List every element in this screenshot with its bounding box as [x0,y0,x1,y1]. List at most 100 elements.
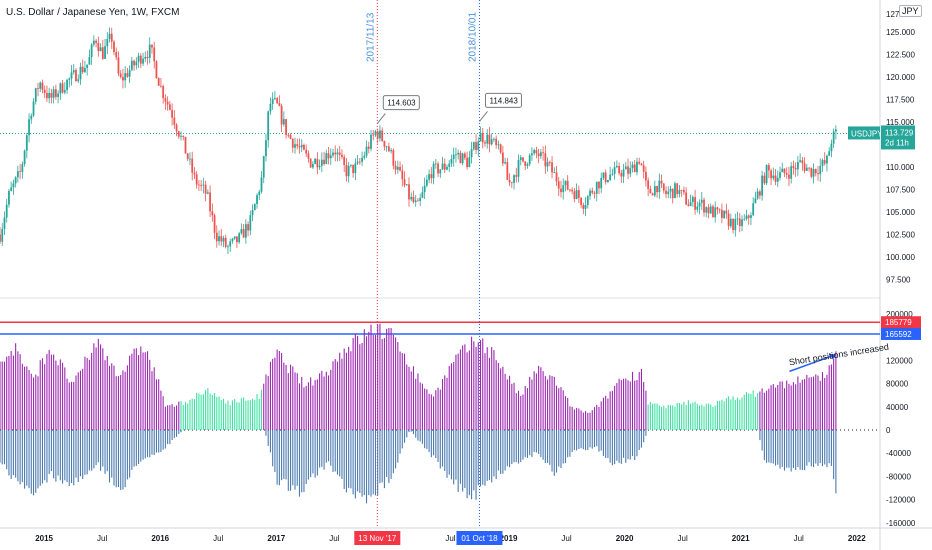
candle-body [8,190,10,205]
candle-body [586,196,589,206]
candle-body [247,224,249,231]
candle-body [484,142,486,144]
candle-body [135,61,138,66]
candle-body [244,224,247,238]
candle-body [452,154,455,160]
candle-body [627,166,629,174]
candle-body [665,190,667,195]
candle-body [823,160,826,164]
candle-body [387,146,390,152]
candle-body [421,192,424,198]
candle-body [300,144,303,148]
candle-body [817,173,819,175]
candle-body [437,163,439,174]
candle-body [727,213,730,227]
candle-body [598,181,600,189]
candle-body [392,150,395,166]
candle-body [510,182,513,184]
candle-body [761,175,764,196]
candle-body [747,215,750,218]
candle-body [211,211,214,216]
candle-body [544,153,547,167]
candle-body [79,66,82,80]
highlight-date-bg [456,531,503,545]
candle-body [363,155,366,158]
price-tick-label: 122.500 [886,51,915,60]
candle-body [381,130,384,141]
candle-body [372,134,375,136]
candle-body [206,192,209,194]
candle-body [551,162,553,173]
price-tick-label: 97.500 [886,276,911,285]
candle-body [517,159,520,177]
candle-body [750,215,752,218]
time-tick-label: 2015 [35,534,53,543]
candle-body [1,228,4,242]
time-tick-label: Jul [329,534,339,543]
candle-body [289,135,292,139]
candle-body [21,164,24,172]
candle-body [338,152,341,155]
currency-badge[interactable]: JPY [899,5,922,17]
candle-body [805,167,808,171]
candle-body [345,165,348,177]
chart-title: U.S. Dollar / Japanese Yen, 1W, FXCM [6,7,180,18]
candle-body [361,157,363,162]
candle-body [743,218,746,220]
candle-body [723,210,726,218]
annotation-arrow [789,353,837,373]
candle-body [92,40,95,45]
candle-body [414,200,417,203]
candle-body [327,153,330,159]
candle-body [788,174,790,179]
candle-body [573,191,576,199]
candle-body [260,177,263,192]
candle-body [642,165,645,172]
price-tag-bg [881,125,915,150]
position-tick-label: 120000 [886,356,913,365]
candle-body [725,210,728,214]
candle-body [66,79,68,91]
candle-body [495,138,498,146]
candle-body [613,167,616,174]
candle-body [593,192,596,194]
candle-body [334,152,337,155]
candle-body [396,166,399,170]
candle-body [694,197,696,210]
candle-body [122,76,124,81]
candle-body [104,46,106,59]
candle-body [526,164,529,166]
price-tick-label: 100.000 [886,253,915,262]
candle-body [582,204,585,209]
candle-body [117,57,120,74]
candle-body [738,218,741,227]
candle-body [233,236,236,239]
candle-body [0,234,1,242]
candle-body [667,191,670,195]
candle-body [649,188,652,194]
candle-body [37,88,39,90]
candle-body [269,103,272,112]
candle-body [39,82,42,89]
price-tick-label: 120.000 [886,73,915,82]
price-tick-label: 107.500 [886,186,915,195]
candle-body [819,165,822,175]
symbol-tag: USDJPY [851,129,883,138]
level-tag-bg [881,316,921,329]
candle-body [229,241,232,247]
candle-body [828,151,831,156]
candle-body [59,83,62,94]
candle-body [821,160,824,166]
candle-body [720,209,723,218]
candle-body [468,157,471,168]
candle-body [130,60,133,70]
candle-body [99,47,102,52]
candle-body [754,198,757,204]
candle-body [403,179,406,186]
candle-body [166,101,169,105]
candle-body [463,153,466,158]
candle-body [557,181,560,189]
time-tick-label: 2022 [848,534,866,543]
candle-body [522,157,524,162]
